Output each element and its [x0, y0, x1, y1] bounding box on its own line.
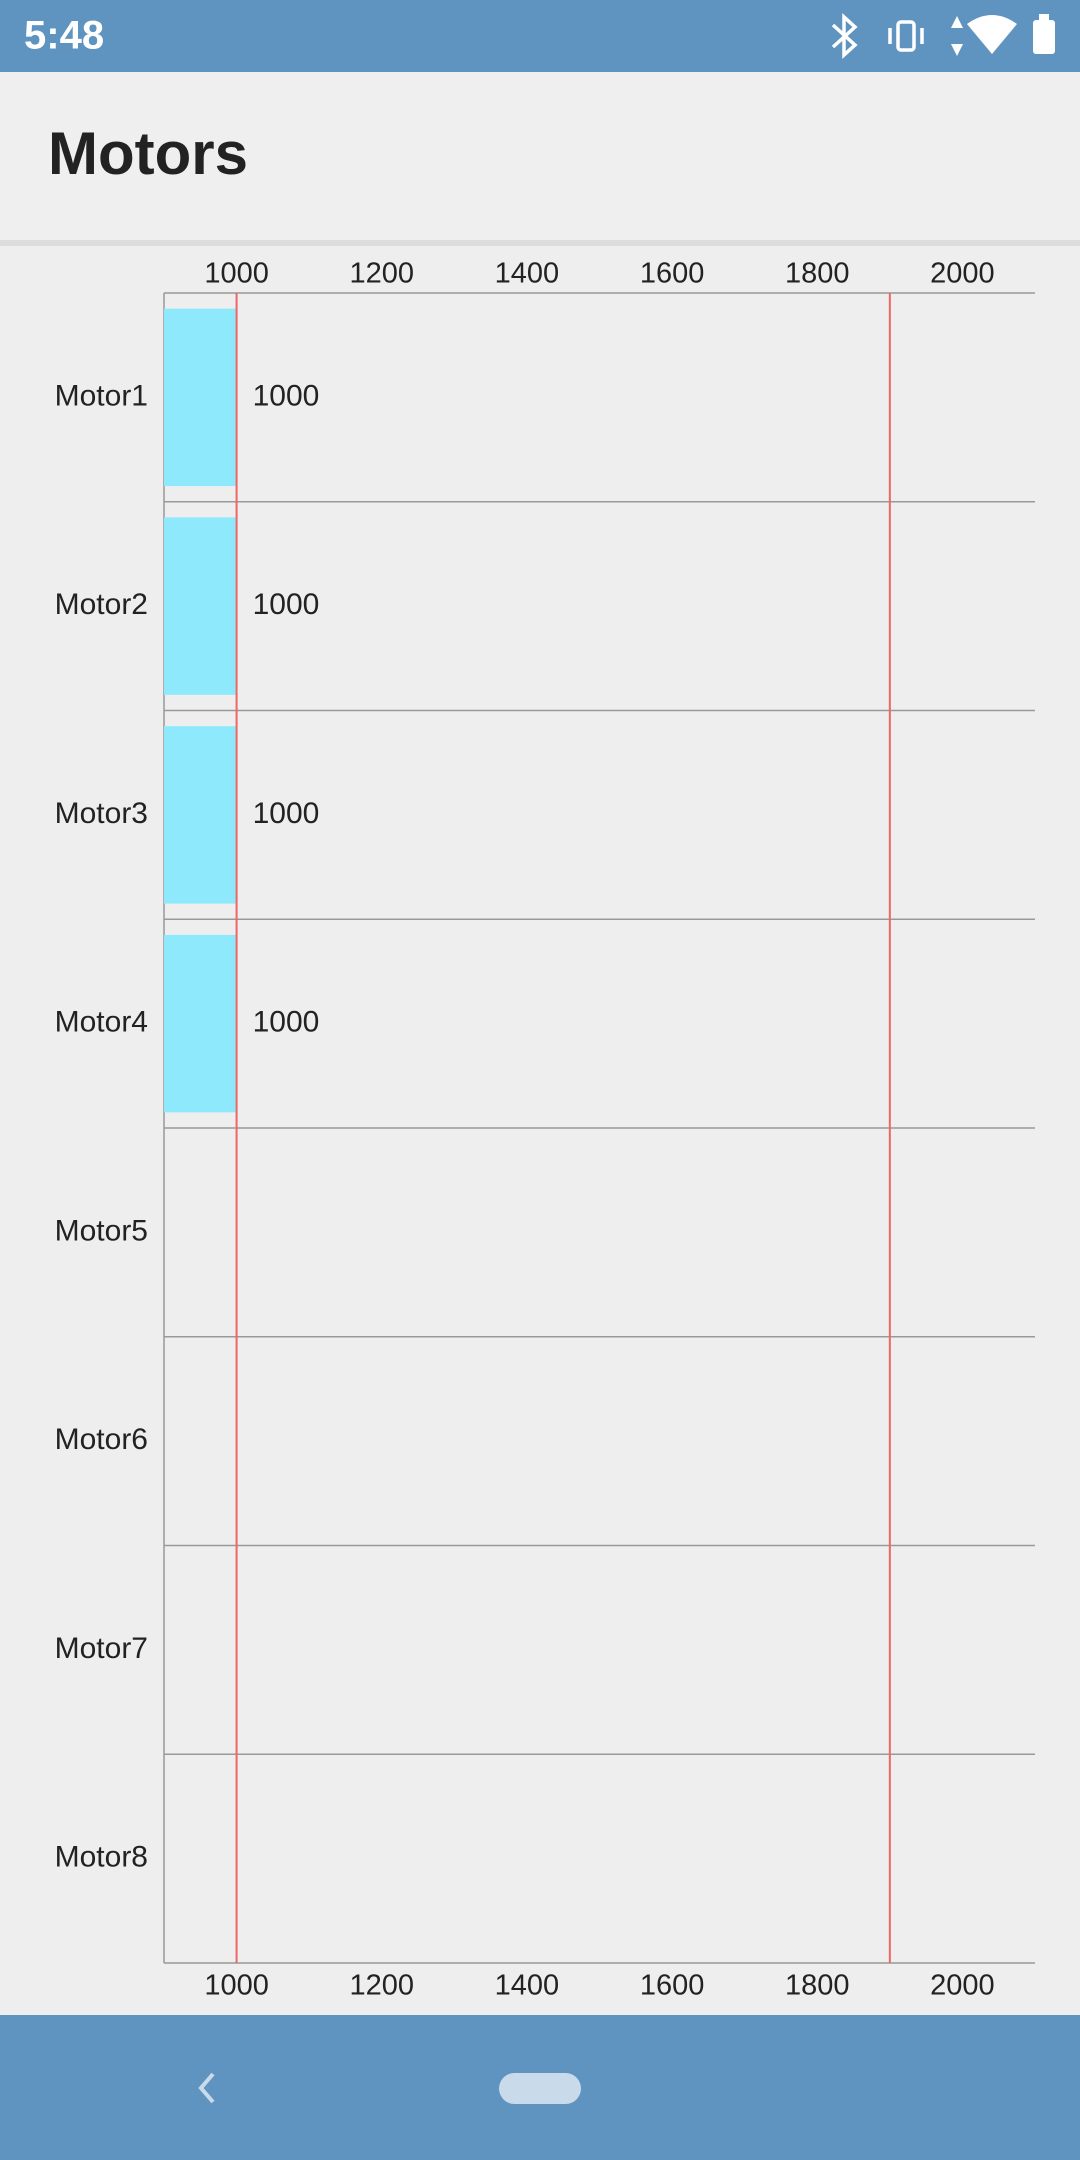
value-label: 1000 — [253, 1006, 320, 1039]
x-tick-label-bottom: 2000 — [930, 1970, 995, 2002]
status-time: 5:48 — [24, 14, 104, 58]
x-tick-label-bottom: 1400 — [495, 1970, 560, 2002]
battery-tip — [1039, 14, 1049, 21]
bar — [164, 726, 237, 904]
bar — [164, 517, 237, 695]
bar — [164, 308, 237, 487]
value-label: 1000 — [253, 379, 320, 412]
x-tick-label-bottom: 1800 — [785, 1970, 850, 2002]
category-label: Motor1 — [55, 379, 148, 412]
x-tick-label-top: 2000 — [930, 258, 995, 290]
x-tick-label-top: 1600 — [640, 258, 705, 290]
x-tick-label-bottom: 1600 — [640, 1970, 705, 2002]
bluetooth-icon — [831, 13, 858, 59]
category-label: Motor3 — [55, 797, 148, 830]
app-bar — [0, 72, 1080, 240]
value-label: 1000 — [253, 797, 320, 830]
app-bar-shadow — [0, 240, 1080, 246]
wifi-icon — [967, 15, 1017, 54]
x-tick-label-bottom: 1000 — [204, 1970, 269, 2002]
category-label: Motor2 — [55, 588, 148, 621]
back-button[interactable] — [198, 2072, 215, 2104]
category-label: Motor8 — [55, 1841, 148, 1874]
x-tick-label-top: 1200 — [349, 258, 414, 290]
vibrate-icon — [896, 20, 916, 52]
category-label: Motor5 — [55, 1214, 148, 1247]
app-bar-title: Motors — [48, 120, 248, 187]
data-icon — [951, 16, 963, 56]
status-icons — [831, 13, 924, 59]
x-tick-label-top: 1000 — [204, 258, 269, 290]
status-bar — [0, 0, 1080, 72]
x-tick-label-top: 1400 — [495, 258, 560, 290]
value-label: 1000 — [253, 588, 320, 621]
bar — [164, 934, 237, 1113]
vibrate-icon-side — [888, 28, 924, 44]
battery-icon — [1033, 20, 1055, 54]
x-tick-label-top: 1800 — [785, 258, 850, 290]
x-tick-label-bottom: 1200 — [349, 1970, 414, 2002]
category-label: Motor7 — [55, 1632, 148, 1665]
chart: 1000 1000 1200 1200 1400 1400 1600 1600 1800 1800… — [55, 258, 1035, 2002]
category-label: Motor6 — [55, 1423, 148, 1456]
category-label: Motor4 — [55, 1006, 148, 1039]
home-button[interactable] — [499, 2073, 581, 2104]
